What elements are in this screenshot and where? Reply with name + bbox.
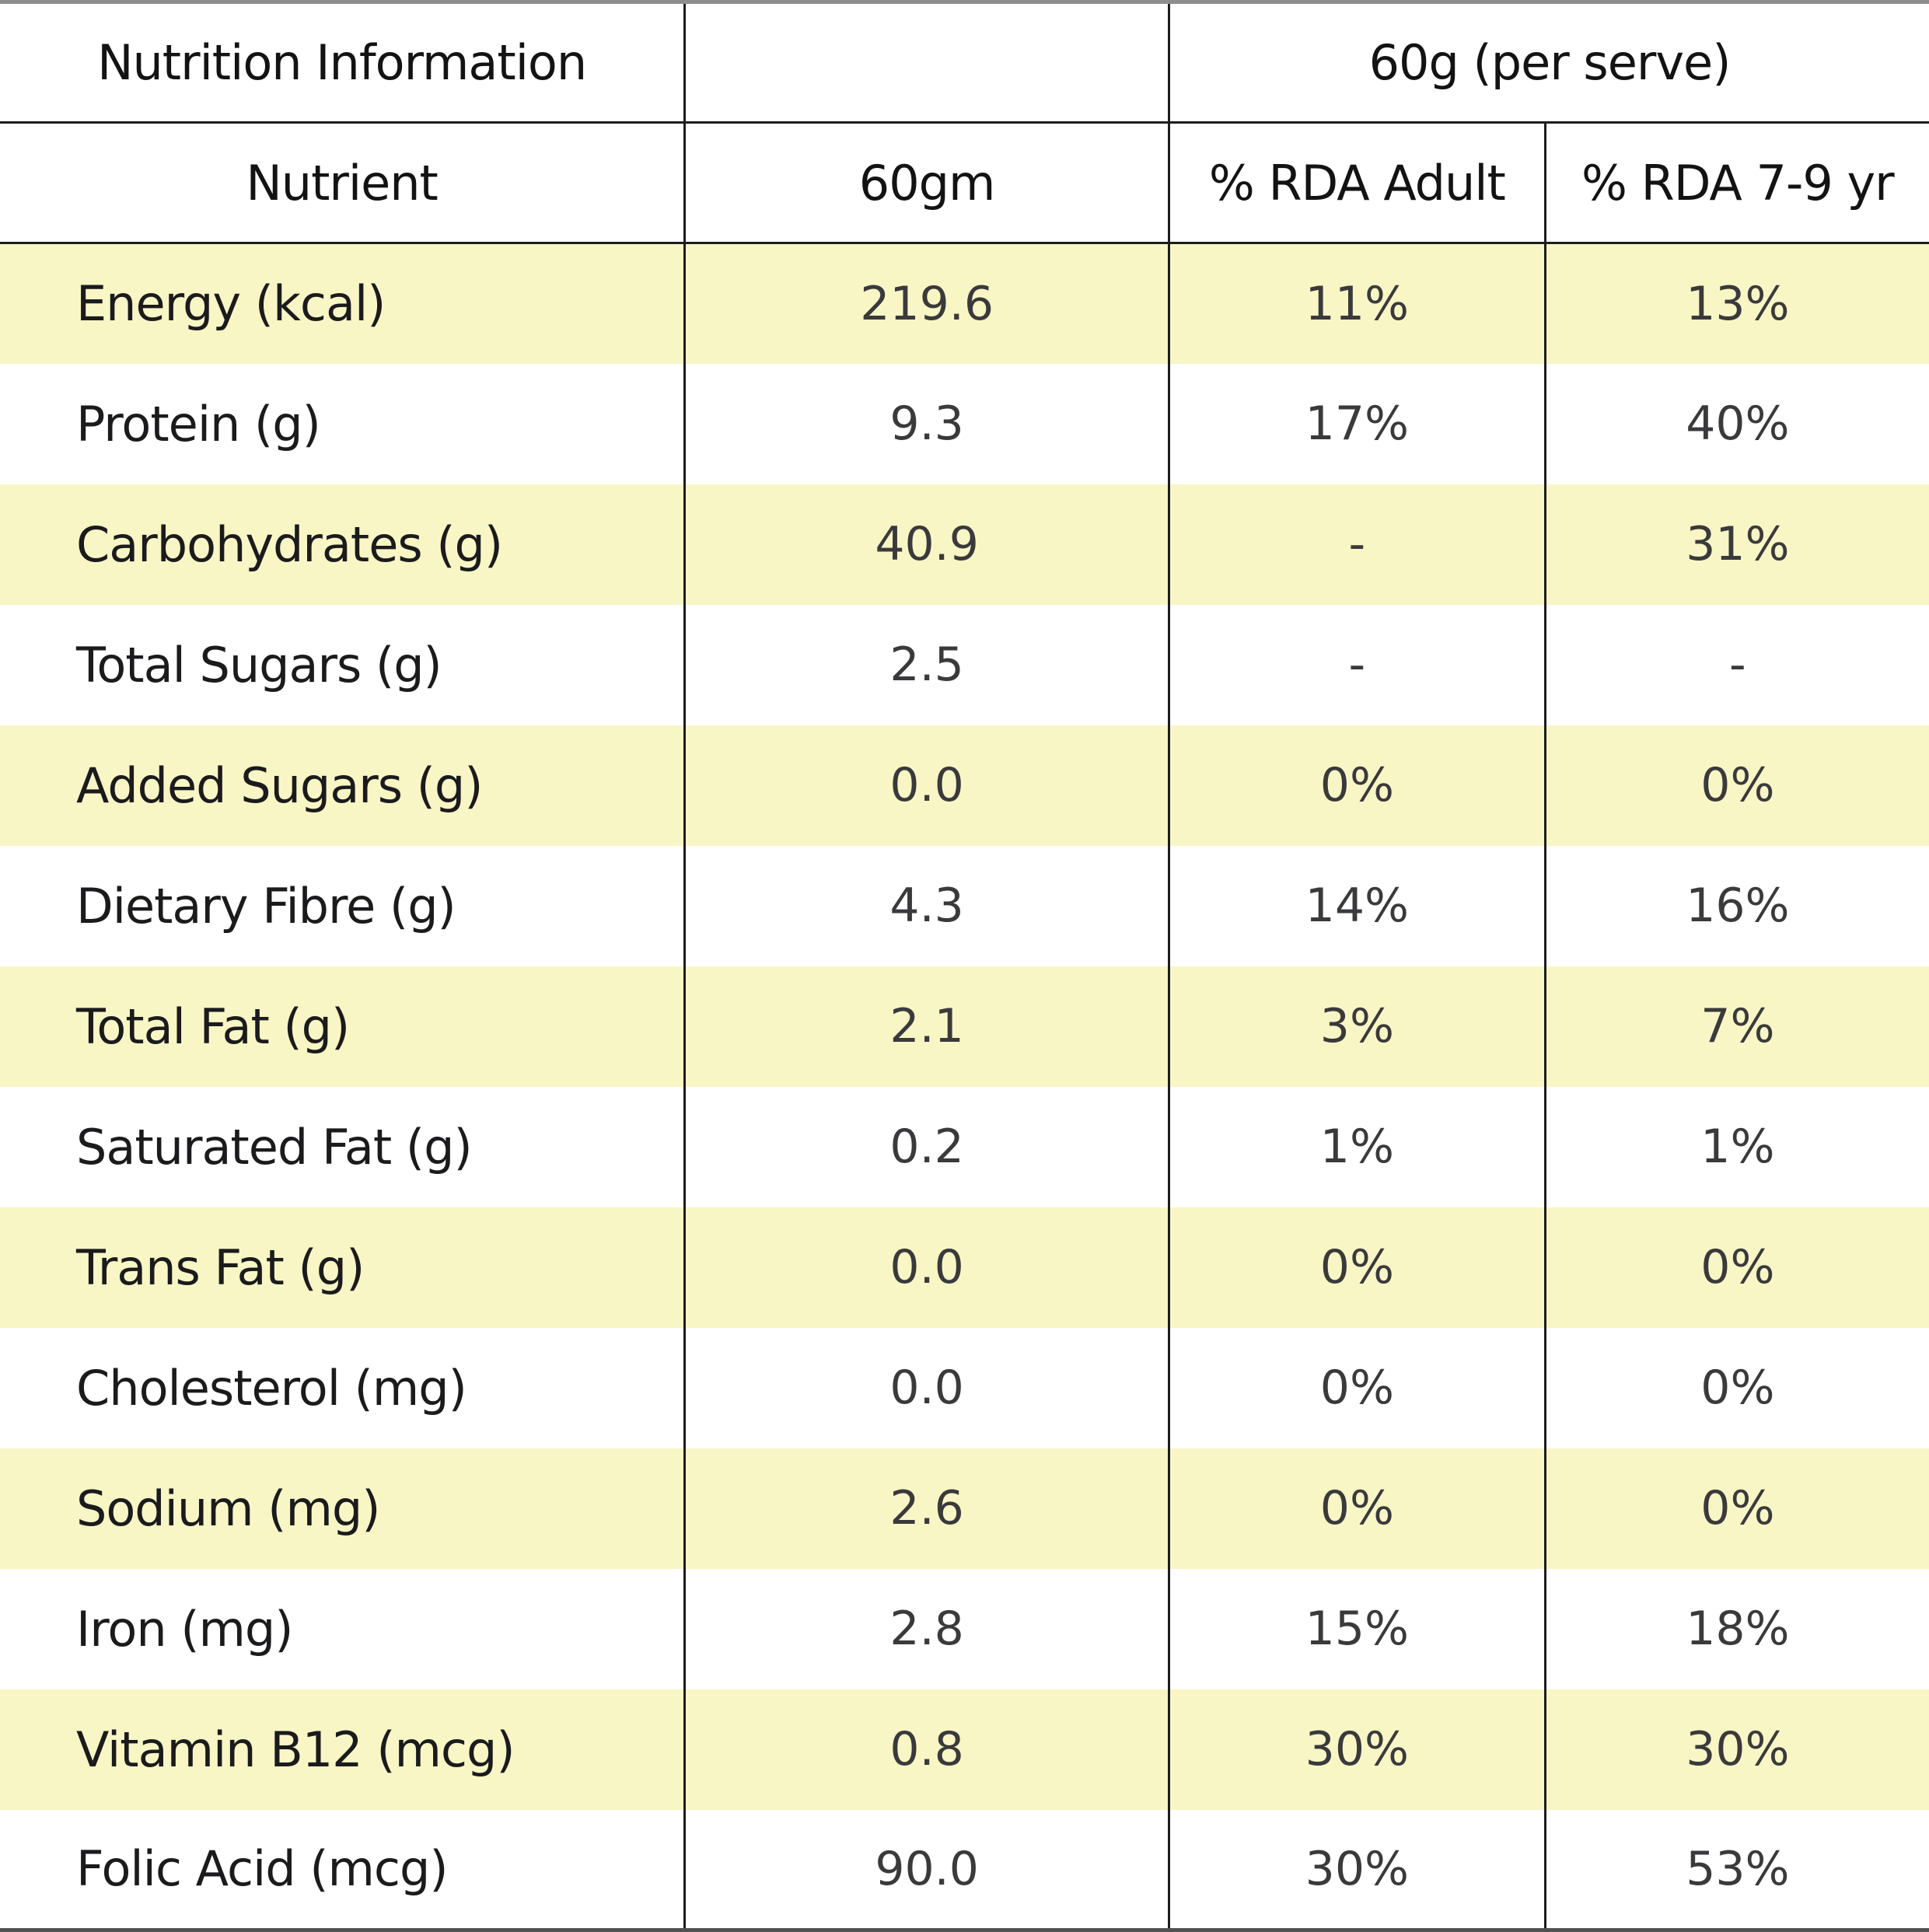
amount-value: 9.3 (684, 363, 1170, 484)
nutrient-label: Dietary Fibre (g) (0, 845, 687, 966)
nutrient-label: Added Sugars (g) (0, 725, 687, 846)
rda-7-9yr-value: 30% (1545, 1689, 1929, 1810)
table-row-protein: Protein (g) 9.3 17% 40% (0, 363, 1929, 484)
table-row-total-sugars: Total Sugars (g) 2.5 - - (0, 604, 1929, 725)
table-row-cholesterol: Cholesterol (mg) 0.0 0% 0% (0, 1327, 1929, 1448)
table-row-iron: Iron (mg) 2.8 15% 18% (0, 1568, 1929, 1689)
nutrient-label: Vitamin B12 (mcg) (0, 1689, 687, 1810)
col-header-rda-adult: % RDA Adult (1169, 122, 1546, 244)
rda-7-9yr-value: 18% (1686, 1602, 1790, 1656)
table-row-energy: Energy (kcal) 219.6 11% 13% (0, 243, 1929, 364)
nutrient-label: Total Sugars (g) (0, 604, 687, 725)
rda-7-9yr-value: 40% (1686, 397, 1790, 451)
rda-adult-value: 15% (1169, 1568, 1546, 1689)
rda-adult-value: 11% (1169, 243, 1546, 364)
rda-adult-value: 30% (1169, 1689, 1546, 1810)
amount-value: 219.6 (684, 243, 1170, 364)
rda-7-9yr-value: 1% (1700, 1120, 1775, 1174)
nutrient-label: Iron (mg) (0, 1568, 687, 1689)
amount-value: 2.5 (684, 604, 1170, 725)
amount-value: 0.0 (684, 725, 1170, 846)
rda-adult-value: 0% (1169, 725, 1546, 846)
table-row-added-sugars: Added Sugars (g) 0.0 0% 0% (0, 725, 1929, 846)
rda-7-9yr-value: 13% (1545, 243, 1929, 364)
nutrient-label: Carbohydrates (g) (0, 484, 687, 605)
col-header-amount: 60gm (684, 122, 1170, 244)
rda-adult-value: 30% (1169, 1809, 1546, 1930)
table-row-folic-acid: Folic Acid (mcg) 90.0 30% 53% (0, 1809, 1929, 1930)
nutrient-label: Trans Fat (g) (0, 1207, 687, 1328)
rda-7-9yr-value: 0% (1545, 1448, 1929, 1569)
amount-value: 2.8 (684, 1568, 1170, 1689)
rda-adult-value: 3% (1169, 966, 1546, 1087)
amount-value: 0.8 (684, 1689, 1170, 1810)
col-header-rda-7-9yr: % RDA 7-9 yr (1545, 122, 1929, 244)
table-row-total-fat: Total Fat (g) 2.1 3% 7% (0, 966, 1929, 1087)
rda-7-9yr-value: 0% (1545, 725, 1929, 846)
nutrient-label: Folic Acid (mcg) (0, 1809, 687, 1930)
table-title-row: Nutrition Information 60g (per serve) (0, 2, 1929, 124)
table-row-trans-fat: Trans Fat (g) 0.0 0% 0% (0, 1207, 1929, 1328)
rda-adult-value: 0% (1169, 1448, 1546, 1569)
amount-value: 0.0 (684, 1327, 1170, 1448)
amount-value: 90.0 (684, 1809, 1170, 1930)
amount-value: 40.9 (684, 484, 1170, 605)
rda-7-9yr-value: 0% (1700, 1361, 1775, 1415)
table-row-carbohydrates: Carbohydrates (g) 40.9 - 31% (0, 484, 1929, 605)
rda-7-9yr-value: - (1729, 638, 1746, 692)
table-title: Nutrition Information (0, 2, 687, 124)
rda-7-9yr-value: 7% (1545, 966, 1929, 1087)
rda-7-9yr-value: 16% (1686, 879, 1790, 933)
rda-adult-value: - (1169, 484, 1546, 605)
nutrient-label: Sodium (mg) (0, 1448, 687, 1569)
amount-value: 2.6 (684, 1448, 1170, 1569)
table-row-vitamin-b12: Vitamin B12 (mcg) 0.8 30% 30% (0, 1689, 1929, 1810)
nutrient-label: Total Fat (g) (0, 966, 687, 1087)
amount-value: 4.3 (684, 845, 1170, 966)
nutrient-label: Energy (kcal) (0, 243, 687, 364)
rda-adult-value: 0% (1169, 1327, 1546, 1448)
amount-value: 0.0 (684, 1207, 1170, 1328)
rda-adult-value: - (1169, 604, 1546, 725)
rda-adult-value: 1% (1169, 1086, 1546, 1207)
nutrient-label: Cholesterol (mg) (0, 1327, 687, 1448)
nutrient-label: Saturated Fat (g) (0, 1086, 687, 1207)
rda-7-9yr-value: 0% (1545, 1207, 1929, 1328)
table-row-sodium: Sodium (mg) 2.6 0% 0% (0, 1448, 1929, 1569)
serving-size-header: 60g (per serve) (1169, 2, 1929, 124)
col-header-nutrient: Nutrient (0, 122, 687, 244)
empty-header-cell (684, 2, 1170, 124)
rda-adult-value: 17% (1169, 363, 1546, 484)
nutrient-label: Protein (g) (0, 363, 687, 484)
rda-7-9yr-value: 53% (1686, 1841, 1790, 1896)
rda-7-9yr-value: 31% (1545, 484, 1929, 605)
table-row-saturated-fat: Saturated Fat (g) 0.2 1% 1% (0, 1086, 1929, 1207)
rda-adult-value: 0% (1169, 1207, 1546, 1328)
rda-adult-value: 14% (1169, 845, 1546, 966)
table-row-dietary-fibre: Dietary Fibre (g) 4.3 14% 16% (0, 845, 1929, 966)
amount-value: 2.1 (684, 966, 1170, 1087)
amount-value: 0.2 (684, 1086, 1170, 1207)
column-header-row: Nutrient 60gm % RDA Adult % RDA 7-9 yr (0, 122, 1929, 244)
